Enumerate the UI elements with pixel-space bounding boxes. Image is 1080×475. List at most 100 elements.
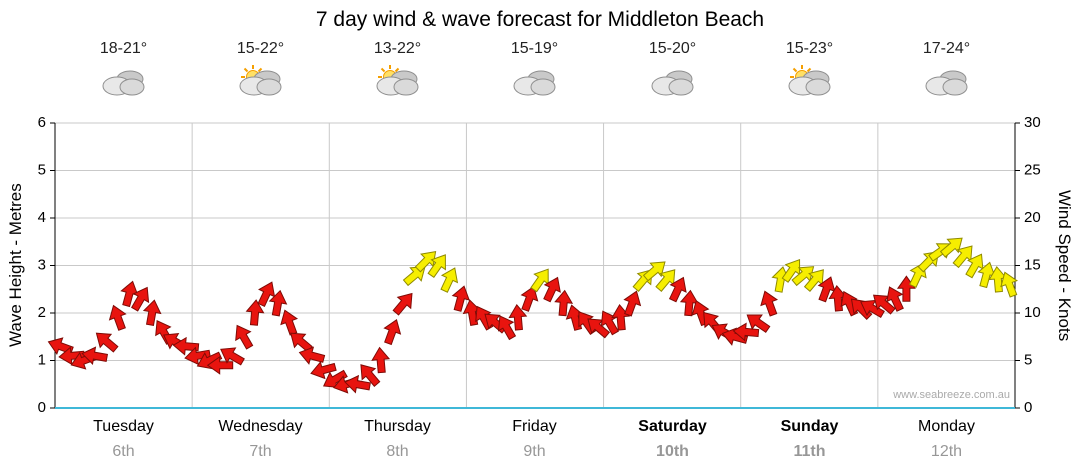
y-axis-right-title: Wind Speed - Knots	[1055, 189, 1074, 342]
day-label-tuesday: Tuesday 6th	[55, 418, 192, 461]
y-right-tick-label: 15	[1024, 256, 1041, 273]
wind-arrow	[120, 280, 139, 308]
wind-arrow	[142, 299, 162, 327]
day-header-monday: 17-24°	[878, 40, 1015, 105]
day-name: Thursday	[364, 418, 431, 435]
temp-range: 17-24°	[922, 40, 971, 57]
cloud-icon	[376, 70, 418, 96]
wind-arrow	[746, 314, 771, 333]
y-right-tick-label: 25	[1024, 161, 1041, 178]
wind-arrows	[47, 237, 1019, 394]
wind-arrow	[392, 292, 413, 316]
wind-arrow	[655, 269, 676, 292]
day-date: 9th	[523, 443, 546, 460]
cloud-icon	[925, 70, 967, 96]
wind-arrow	[172, 336, 200, 356]
wind-arrow	[497, 315, 517, 341]
wind-arrow	[184, 346, 211, 366]
wind-arrow	[939, 237, 963, 258]
wind-arrow	[530, 268, 549, 293]
wind-arrow	[679, 289, 699, 317]
wind-arrow	[310, 360, 337, 380]
wind-arrow	[322, 369, 348, 388]
weather-icon	[925, 70, 967, 96]
wind-arrow	[781, 258, 801, 283]
wind-arrow	[988, 265, 1008, 293]
y-left-tick-label: 1	[38, 351, 46, 368]
wind-arrow	[451, 285, 470, 312]
wind-arrow	[611, 303, 631, 331]
temp-range: 15-23°	[785, 40, 834, 57]
wind-arrow	[872, 294, 896, 315]
wind-arrow	[257, 281, 276, 308]
day-header-saturday: 15-20°	[604, 40, 741, 105]
wind-arrow	[440, 267, 459, 293]
y-right-tick-label: 30	[1024, 114, 1041, 131]
wind-arrow	[587, 318, 611, 339]
temp-range: 15-19°	[510, 40, 559, 57]
day-header-tuesday: 18-21°	[55, 40, 192, 105]
weather-icon	[239, 65, 281, 96]
weather-icon	[513, 70, 555, 96]
wind-arrow	[554, 289, 574, 317]
y-right-tick-label: 10	[1024, 304, 1041, 321]
day-date: 10th	[656, 443, 689, 460]
day-header-sunday: 15-23°	[741, 40, 878, 105]
axis-lines	[50, 122, 1020, 409]
wind-arrow	[732, 322, 760, 342]
day-date: 11th	[793, 443, 826, 460]
weather-icon	[376, 65, 418, 96]
y-axis-left-title: Wave Height - Metres	[6, 183, 25, 348]
wind-arrow	[642, 261, 666, 282]
wind-arrow	[206, 355, 234, 375]
day-label-saturday: Saturday 10th	[604, 418, 741, 461]
wind-arrow	[245, 299, 265, 326]
wind-arrow	[543, 276, 561, 303]
cloud-icon	[513, 70, 555, 96]
day-name: Wednesday	[218, 418, 303, 435]
cloud-icon	[239, 70, 281, 96]
day-name: Saturday	[638, 418, 707, 435]
day-label-thursday: Thursday 8th	[329, 418, 466, 461]
wind-arrow	[760, 290, 779, 317]
y-left-tick-label: 0	[38, 399, 46, 416]
wind-arrow	[280, 309, 299, 336]
wind-arrow	[360, 364, 381, 387]
day-date: 6th	[112, 443, 135, 460]
weather-icon	[788, 65, 830, 96]
wind-arrow	[668, 276, 687, 303]
wind-arrow	[130, 286, 150, 312]
wind-arrow	[828, 284, 848, 312]
temp-range: 18-21°	[99, 40, 148, 57]
day-name: Friday	[512, 418, 557, 435]
watermark: www.seabreeze.com.au	[892, 389, 1010, 401]
cloud-icon	[788, 70, 830, 96]
axis-tick-labels: 0 1 2 3 4 5 6 0 5 10 15 20 25 30	[38, 114, 1041, 416]
wind-arrow	[886, 286, 904, 312]
wind-arrow	[58, 346, 85, 366]
wind-arrow	[108, 304, 127, 331]
day-date: 7th	[249, 443, 272, 460]
temp-range: 15-22°	[236, 40, 285, 57]
day-date: 12th	[930, 443, 963, 460]
day-header-friday: 15-19°	[466, 40, 603, 105]
wind-arrow	[965, 253, 984, 279]
temp-range: 15-20°	[648, 40, 697, 57]
cloud-icon	[651, 70, 693, 96]
y-left-tick-label: 4	[38, 209, 46, 226]
cloud-icon	[102, 70, 144, 96]
wind-arrow	[290, 332, 313, 353]
weather-icon	[651, 70, 693, 96]
y-right-tick-label: 20	[1024, 209, 1041, 226]
day-date: 8th	[386, 443, 409, 460]
y-right-tick-label: 0	[1024, 399, 1032, 416]
wind-arrow	[860, 299, 885, 319]
day-label-wednesday: Wednesday 7th	[192, 418, 329, 461]
wind-arrow	[268, 289, 288, 317]
wind-arrow	[817, 276, 836, 303]
y-left-tick-label: 5	[38, 161, 46, 178]
wind-arrow	[427, 254, 446, 279]
wind-arrow	[81, 346, 109, 366]
